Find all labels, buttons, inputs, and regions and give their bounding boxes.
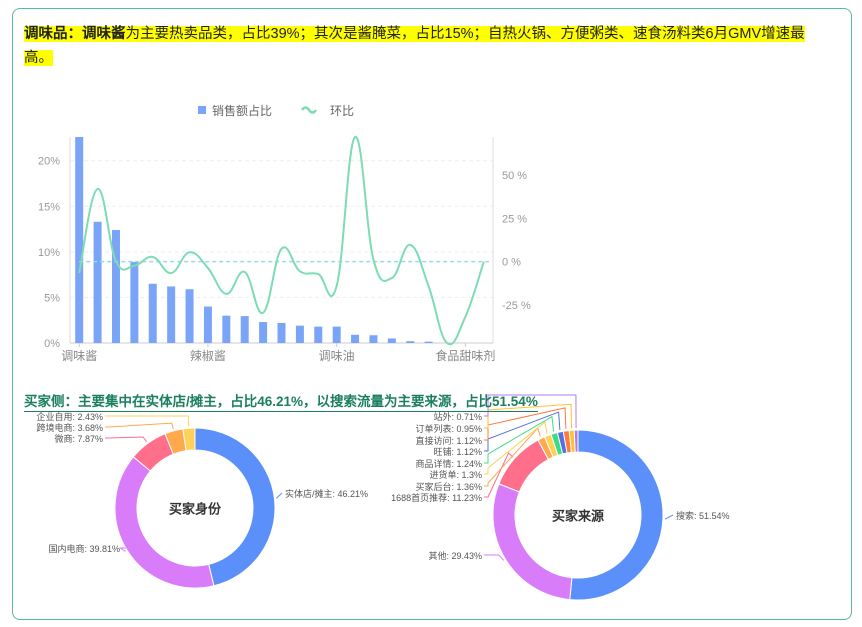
- headline-bold: 调味品：调味酱: [24, 26, 126, 42]
- slice-label: 企业自用: 2.43%: [36, 412, 103, 422]
- label-leader-line: [484, 452, 514, 498]
- label-leader-line: [664, 514, 674, 520]
- bar: [203, 306, 212, 343]
- bar: [424, 341, 433, 343]
- slice-label: 买家后台: 1.36%: [415, 482, 482, 492]
- donut-slice: [194, 427, 276, 587]
- donut-slice: [573, 429, 579, 453]
- label-leader-line: [484, 421, 548, 475]
- label-leader-line: [118, 547, 126, 552]
- report-card: [12, 8, 852, 620]
- donut-slice: [114, 456, 215, 589]
- bar: [295, 325, 304, 343]
- mom-line: [78, 135, 485, 346]
- left-axis-tick: 20%: [38, 156, 60, 168]
- x-axis-label: 辣椒酱: [190, 348, 226, 363]
- left-axis-tick: 15%: [38, 201, 60, 213]
- bar: [240, 316, 249, 343]
- bar: [351, 334, 360, 343]
- bar: [111, 229, 120, 343]
- donut-slice: [498, 439, 550, 493]
- donut-slice: [492, 483, 573, 601]
- donut-slice: [569, 429, 664, 601]
- slice-label: 商品详情: 1.24%: [415, 459, 482, 469]
- bar: [332, 326, 341, 343]
- slice-label: 1688首页推荐: 11.23%: [391, 493, 482, 503]
- label-leader-line: [105, 436, 148, 443]
- bar: [148, 283, 157, 343]
- right-axis-tick: 50 %: [502, 170, 527, 182]
- donut-slice: [182, 427, 196, 452]
- donut-center-title: 买家身份: [168, 501, 222, 517]
- bar: [259, 322, 268, 343]
- bar: [93, 221, 102, 343]
- legend-bar-swatch: [198, 106, 206, 114]
- slice-label: 订单列表: 0.95%: [415, 424, 482, 434]
- label-leader-line: [484, 415, 555, 464]
- left-axis-tick: 0%: [44, 338, 60, 350]
- right-axis-tick: 25 %: [502, 213, 527, 225]
- slice-label: 微商: 7.87%: [54, 434, 103, 444]
- headline: 调味品：调味酱为主要热卖品类，占比39%；其次是酱腌菜，占比15%；自热火锅、方…: [24, 22, 824, 70]
- bar: [314, 326, 323, 343]
- headline-text: 为主要热卖品类，占比39%；其次是酱腌菜，占比15%；自热火锅、方便粥类、速食汤…: [24, 26, 805, 66]
- slice-label: 跨境电商: 3.68%: [36, 423, 103, 433]
- slice-label: 国内电商: 39.81%: [48, 544, 120, 554]
- slice-label: 搜索: 51.54%: [676, 511, 730, 521]
- slice-label: 实体店/摊主: 46.21%: [285, 489, 369, 499]
- buyer-subheadline: 买家侧：主要集中在实体店/摊主，占比46.21%，以搜索流量为主要来源，占比51…: [24, 390, 538, 412]
- label-leader-line: [276, 492, 283, 499]
- slice-label: 直接访问: 1.12%: [415, 436, 482, 446]
- bar: [75, 137, 84, 343]
- x-axis-label: 调味油: [319, 349, 355, 363]
- bar: [406, 341, 415, 343]
- x-axis-label: 调味酱: [61, 348, 97, 363]
- slice-label: 旺铺: 1.12%: [433, 447, 482, 457]
- bar: [130, 261, 139, 343]
- bar: [387, 338, 396, 343]
- bar: [369, 335, 378, 343]
- right-axis-tick: 0 %: [502, 257, 521, 269]
- bar: [222, 315, 231, 343]
- label-leader-line: [484, 427, 541, 487]
- legend-line-swatch: [300, 106, 318, 114]
- slice-label: 进货单: 1.3%: [429, 470, 482, 480]
- left-axis-tick: 10%: [38, 247, 60, 259]
- left-axis-tick: 5%: [44, 292, 60, 304]
- slice-label: 站外: 0.71%: [433, 412, 482, 422]
- legend-line-label: 环比: [330, 104, 354, 118]
- donut-center-title: 买家来源: [551, 508, 605, 524]
- slice-label: 其他: 29.43%: [428, 551, 482, 561]
- bar: [185, 289, 194, 343]
- right-axis-tick: -25 %: [502, 300, 531, 312]
- label-leader-line: [484, 554, 505, 561]
- bar: [277, 322, 286, 343]
- label-leader-line: [105, 415, 190, 427]
- label-leader-line: [105, 422, 174, 430]
- label-leader-line: [484, 394, 577, 429]
- legend-bar-label: 销售额占比: [212, 103, 272, 118]
- x-axis-label: 食品甜味剂: [435, 348, 495, 363]
- bar: [167, 286, 176, 343]
